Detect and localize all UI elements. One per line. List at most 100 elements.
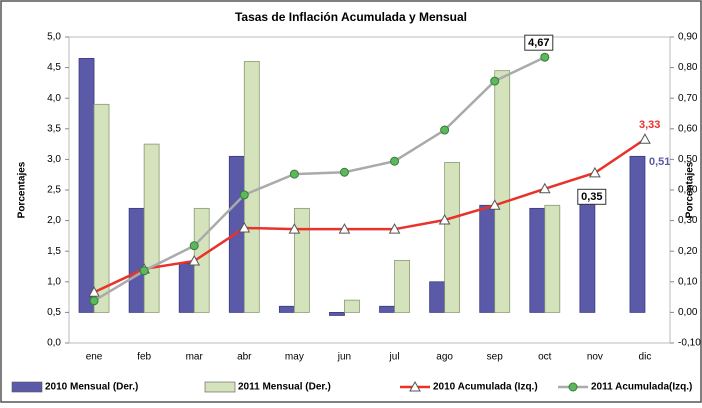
y2-tick-label: 0,10 [678,276,698,287]
y2-tick-label: 0,80 [678,62,698,73]
marker [540,52,550,62]
bar [93,103,110,313]
chart-title: Tasas de Inflación Acumulada y Mensual [235,10,467,24]
bar [379,305,395,313]
value-label-text: 0,35 [581,191,602,203]
legend-swatch [11,381,43,393]
value-label-text: 4,67 [528,37,549,49]
x-tick-label: oct [538,352,552,363]
y2-tick-label: 0,00 [678,307,698,318]
marker [338,223,351,234]
x-tick-label: ene [86,352,103,363]
bar [529,207,546,313]
y-tick-label: 2,5 [47,185,61,196]
value-label-box [577,188,607,205]
y-tick-label: 4,5 [47,62,61,73]
y2-tick-label: -0,10 [678,338,701,349]
y2-tick-label: 0,60 [678,123,698,134]
bar [143,143,160,313]
y2-axis-label: Porcentajes [685,161,696,218]
bar [278,305,295,313]
marker [488,199,501,210]
y-tick-label: 1,0 [47,276,61,287]
y-tick-label: 2,0 [47,215,61,226]
bar [243,61,260,313]
x-tick-label: dic [639,352,652,363]
legend-marker [568,382,578,392]
value-label-text: 3,33 [639,119,660,131]
y2-tick-label: 0,90 [678,32,698,43]
marker [390,156,400,166]
y2-tick-label: 0,40 [678,185,698,196]
bar [544,204,561,313]
marker [239,190,249,200]
x-tick-label: jun [337,352,351,363]
bar [429,281,446,313]
marker [289,169,299,179]
bar [444,162,461,313]
marker [238,221,251,233]
bar [178,263,195,313]
x-tick-label: may [285,352,304,363]
bar [329,311,345,316]
y-tick-label: 1,5 [47,246,61,257]
bar [579,201,596,313]
bar [78,58,95,313]
bar [629,155,646,313]
bar [494,70,511,313]
marker [438,213,451,225]
value-label-text: 0,51 [649,156,670,168]
marker [589,166,601,178]
legend-marker [409,380,421,392]
y2-tick-label: 0,20 [678,246,698,257]
marker [88,286,100,297]
legend-swatch [204,381,236,393]
marker [139,266,149,276]
marker [189,241,199,251]
value-label: 0,51 [649,156,670,168]
y2-tick-label: 0,30 [678,215,698,226]
legend-label: 2010 Acumulada (Izq.) [433,382,538,393]
marker [188,254,201,266]
marker [89,296,99,306]
x-tick-label: jul [389,352,400,363]
y2-tick-label: 0,70 [678,93,698,104]
value-label-box [524,34,554,51]
y2-tick-label: 0,50 [678,154,698,165]
bar [128,207,145,313]
y-tick-label: 4,0 [47,93,61,104]
marker [639,133,651,144]
bar [479,204,496,313]
marker [440,125,450,135]
x-tick-label: feb [137,352,151,363]
bar [394,259,410,313]
value-label: 0,35 [577,188,607,205]
legend-label: 2011 Acumulada(Izq.) [591,382,692,393]
marker [339,167,349,177]
legend-label: 2010 Mensual (Der.) [45,382,138,393]
marker [288,223,301,234]
y-tick-label: 0,0 [47,338,61,349]
bar [293,207,310,313]
x-tick-label: sep [487,352,504,363]
marker [388,223,401,234]
bar [344,299,360,313]
value-label: 4,67 [524,34,554,51]
x-tick-label: abr [237,352,252,363]
line [93,138,646,294]
x-tick-label: ago [436,352,453,363]
x-tick-label: mar [186,352,204,363]
marker [490,76,500,86]
marker [538,182,551,194]
y-tick-label: 3,5 [47,123,61,134]
y-tick-label: 0,5 [47,307,61,318]
x-tick-label: nov [587,352,603,363]
y-axis-label: Porcentajes [17,161,28,218]
line [93,56,546,302]
legend-label: 2011 Mensual (Der.) [238,382,331,393]
value-label: 3,33 [639,119,660,131]
y-tick-label: 3,0 [47,154,61,165]
y-tick-label: 5,0 [47,32,61,43]
